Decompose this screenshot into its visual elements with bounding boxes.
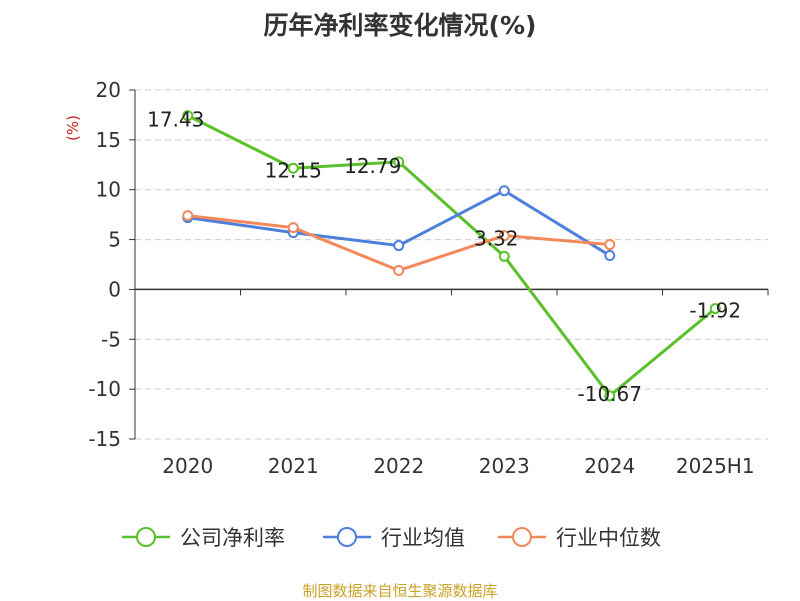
chart-title: 历年净利率变化情况(%) <box>263 11 537 40</box>
data-source-note: 制图数据来自恒生聚源数据库 <box>302 582 498 600</box>
data-label: 12.15 <box>265 158 322 182</box>
data-label: -10.67 <box>578 382 642 406</box>
series-line <box>187 114 717 398</box>
y-tick-label: -5 <box>101 327 121 351</box>
data-point <box>287 222 299 234</box>
x-tick-label: 2021 <box>268 454 319 478</box>
legend-marker <box>337 527 357 547</box>
axes: 20 15 10 5 0 -5 -10 -15 2020 2021 2022 2023 2024 2025… <box>88 78 769 478</box>
y-tick-label: -10 <box>88 377 121 401</box>
y-tick-label: 0 <box>108 277 121 301</box>
legend-label: 行业均值 <box>381 526 465 550</box>
legend-label: 行业中位数 <box>556 526 661 550</box>
data-point <box>182 210 194 222</box>
data-point <box>393 264 405 276</box>
legend: 公司净利率 行业均值 行业中位数 <box>122 526 661 550</box>
data-point <box>604 239 616 251</box>
y-axis-unit-label: (%) <box>64 115 82 141</box>
legend-marker <box>512 527 532 547</box>
data-point <box>498 230 510 242</box>
data-labels: 17.43 12.15 12.79 3.32 -10.67 -1.92 <box>147 108 741 406</box>
data-point <box>709 303 721 315</box>
y-tick-label: -15 <box>88 427 121 451</box>
data-point <box>393 240 405 252</box>
data-point <box>498 185 510 197</box>
data-point <box>182 110 194 122</box>
x-tick-label: 2024 <box>584 454 635 478</box>
data-label: -1.92 <box>689 299 741 323</box>
data-point <box>287 162 299 174</box>
series-lines <box>182 110 721 402</box>
data-label: 17.43 <box>147 108 204 132</box>
x-tick-label: 2023 <box>479 454 530 478</box>
data-label: 12.79 <box>344 154 401 178</box>
x-tick-label: 2022 <box>373 454 424 478</box>
y-tick-label: 10 <box>96 178 121 202</box>
y-tick-label: 15 <box>96 128 121 152</box>
data-point <box>393 156 405 168</box>
x-tick-label: 2020 <box>162 454 213 478</box>
y-tick-label: 20 <box>96 78 121 102</box>
data-point <box>604 250 616 262</box>
grid-lines <box>135 89 768 440</box>
data-point <box>498 250 510 262</box>
x-tick-label: 2025H1 <box>676 454 755 478</box>
data-point <box>604 390 616 402</box>
data-label: 3.32 <box>474 226 519 250</box>
legend-label: 公司净利率 <box>180 526 285 550</box>
y-tick-label: 5 <box>108 228 121 252</box>
legend-marker <box>136 527 156 547</box>
